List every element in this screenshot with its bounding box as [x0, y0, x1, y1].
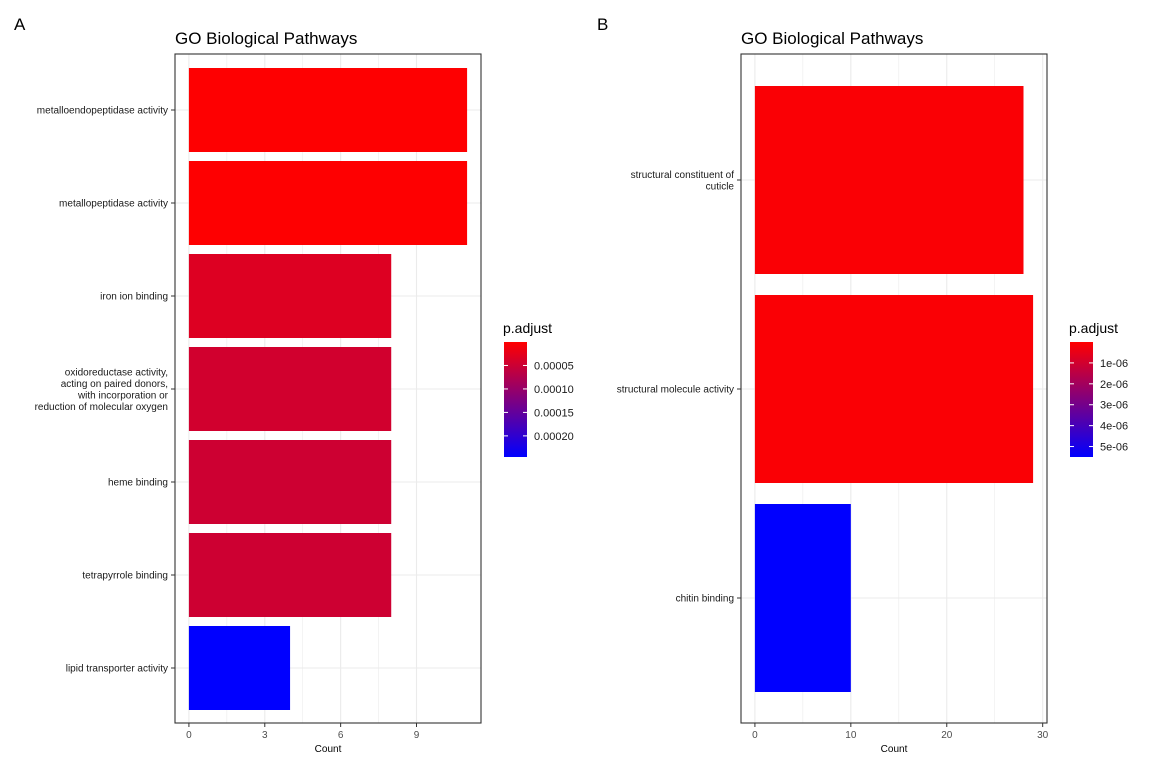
panel-b-x-tick-label: 10	[845, 730, 857, 741]
panel-b-title: GO Biological Pathways	[741, 29, 923, 48]
panel-a-legend-ticks: 0.00005 0.00010 0.00015 0.00020	[504, 360, 574, 443]
panel-b-tag: B	[597, 15, 608, 34]
panel-b-legend-tick-label: 3e-06	[1100, 400, 1128, 412]
panel-a-bar	[188, 533, 392, 617]
panel-a-category-label: tetrapyrrole binding	[82, 571, 168, 582]
panel-a-x-tick-label: 3	[262, 730, 268, 741]
panel-a-category-label: oxidoreductase activity, acting on paired…	[35, 367, 169, 413]
panel-a-tag: A	[14, 15, 26, 34]
panel-a-category-label: metalloendopeptidase activity	[37, 106, 168, 117]
panel-a-legend-tick-label: 0.00015	[534, 407, 574, 419]
panel-b-category-label: chitin binding	[676, 594, 734, 605]
panel-a-x-tick-label: 6	[338, 730, 344, 741]
panel-a-bar	[188, 68, 468, 152]
panel-b-category-label: structural constituent of cuticle	[631, 170, 735, 193]
panel-a-bar	[188, 440, 392, 524]
panel-a-category-label: lipid transporter activity	[66, 664, 168, 675]
panel-b-bar	[754, 504, 851, 692]
panel-b-x-tick-label: 0	[752, 730, 758, 741]
panel-b-x-axis-title: Count	[881, 744, 908, 755]
panel-a-bar	[188, 254, 392, 338]
panel-a-bar	[188, 161, 468, 245]
panel-b-legend-tick-label: 1e-06	[1100, 358, 1128, 370]
panel-a-legend-tick-label: 0.00020	[534, 431, 574, 443]
panel-b-bar	[754, 295, 1034, 483]
panel-a-colorbar	[504, 342, 527, 457]
panel-a-category-label: heme binding	[108, 478, 168, 489]
panel-a-legend: p.adjust 0.00005 0.00010 0.00015 0.00020	[503, 320, 574, 457]
panel-a-legend-tick-label: 0.00010	[534, 384, 574, 396]
panel-a-title: GO Biological Pathways	[175, 29, 357, 48]
panel-b-category-label: structural molecule activity	[617, 385, 734, 396]
panel-a-x-tick-label: 0	[186, 730, 192, 741]
panel-a-legend-title: p.adjust	[503, 320, 552, 336]
panel-b-legend-tick-label: 4e-06	[1100, 421, 1128, 433]
panel-a-legend-tick-label: 0.00005	[534, 360, 574, 372]
panel-b-x-tick-label: 20	[941, 730, 953, 741]
panel-b-legend-tick-label: 5e-06	[1100, 442, 1128, 454]
panel-b-legend-tick-label: 2e-06	[1100, 379, 1128, 391]
panel-a-bar	[188, 626, 291, 710]
panel-a-bar	[188, 347, 392, 431]
panel-b-plot: 0 10 20 30 structural constituent of cuticle s…	[617, 53, 1049, 741]
panel-b-colorbar	[1070, 342, 1093, 457]
panel-b-bar	[754, 86, 1024, 274]
panel-b-x-tick-label: 30	[1037, 730, 1049, 741]
panel-a-category-label: iron ion binding	[100, 292, 168, 303]
panel-a-plot: 0 3 6 9 metalloendopeptidase activity metallo…	[35, 53, 482, 741]
panel-b-legend-title: p.adjust	[1069, 320, 1118, 336]
panel-a-x-tick-label: 9	[414, 730, 420, 741]
panel-b-legend: p.adjust 1e-06 2e-06 3e-06 4e-06 5e-06	[1069, 320, 1128, 457]
panel-a: A GO Biological Pathways 0 3 6 9 metalloendo…	[14, 15, 574, 755]
panel-b-legend-ticks: 1e-06 2e-06 3e-06 4e-06 5e-06	[1070, 358, 1128, 454]
panel-a-x-axis-title: Count	[315, 744, 342, 755]
panel-a-category-label: metallopeptidase activity	[59, 199, 168, 210]
panel-b: B GO Biological Pathways 0 10 20 30 structur…	[597, 15, 1128, 755]
